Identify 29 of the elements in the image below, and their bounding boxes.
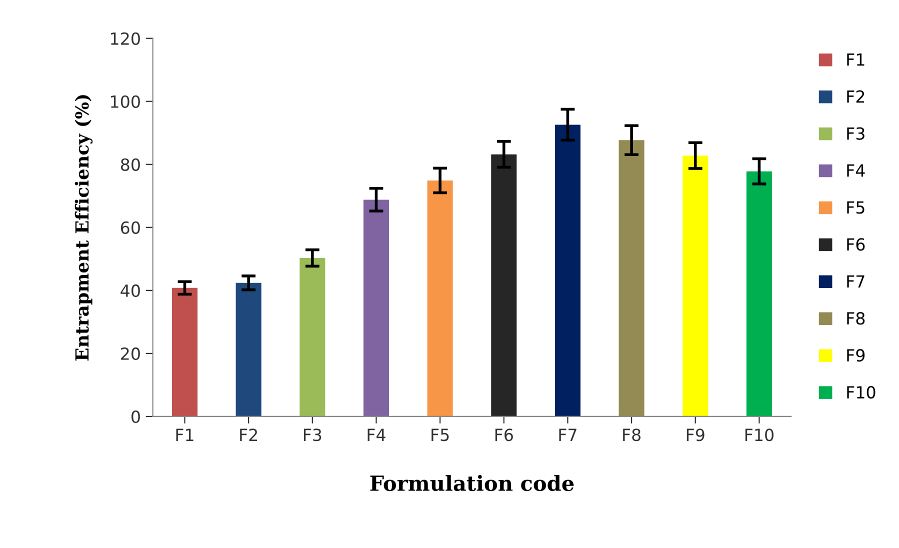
x-tick-label: F5 bbox=[432, 428, 449, 442]
legend-label: F9 bbox=[847, 349, 865, 362]
x-tick-label: F3 bbox=[304, 428, 322, 442]
y-tick-label: 120 bbox=[111, 32, 140, 45]
x-tick-label: F10 bbox=[745, 428, 774, 442]
y-tick-label: 40 bbox=[120, 284, 140, 298]
y-axis-title: Entrapment Efficiency (%) bbox=[74, 95, 93, 361]
legend-label: F8 bbox=[847, 312, 865, 325]
x-tick-label: F2 bbox=[240, 428, 257, 441]
legend-label: F7 bbox=[847, 275, 864, 288]
legend-label: F6 bbox=[847, 238, 865, 251]
x-tick-label: F9 bbox=[686, 428, 704, 442]
x-axis-title: Formulation code bbox=[370, 474, 574, 492]
x-tick-label: F1 bbox=[176, 428, 194, 441]
y-tick-label: 80 bbox=[120, 158, 140, 171]
y-tick-label: 100 bbox=[111, 95, 140, 108]
x-tick-label: F8 bbox=[623, 428, 641, 442]
x-tick-label: F4 bbox=[368, 428, 386, 441]
y-tick-label: 60 bbox=[120, 221, 140, 234]
legend-label: F5 bbox=[847, 201, 864, 214]
y-tick-label: 0 bbox=[132, 410, 140, 424]
legend-label: F10 bbox=[847, 386, 876, 399]
legend-label: F4 bbox=[847, 164, 865, 177]
x-tick-label: F7 bbox=[559, 428, 576, 441]
y-tick-label: 20 bbox=[121, 347, 140, 360]
legend-label: F3 bbox=[847, 127, 864, 140]
x-tick-label: F6 bbox=[495, 428, 513, 442]
legend-label: F1 bbox=[847, 54, 864, 66]
legend-label: F2 bbox=[847, 90, 864, 103]
